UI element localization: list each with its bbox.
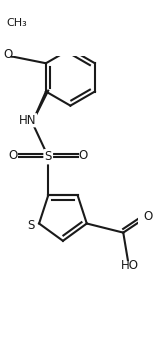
- Text: S: S: [45, 150, 52, 163]
- Text: CH₃: CH₃: [7, 18, 28, 28]
- Text: O: O: [8, 149, 18, 162]
- Text: O: O: [4, 48, 13, 61]
- Text: O: O: [79, 149, 88, 162]
- Text: O: O: [144, 210, 153, 223]
- Text: HO: HO: [121, 259, 139, 272]
- Text: S: S: [27, 219, 35, 232]
- Text: HN: HN: [19, 114, 36, 127]
